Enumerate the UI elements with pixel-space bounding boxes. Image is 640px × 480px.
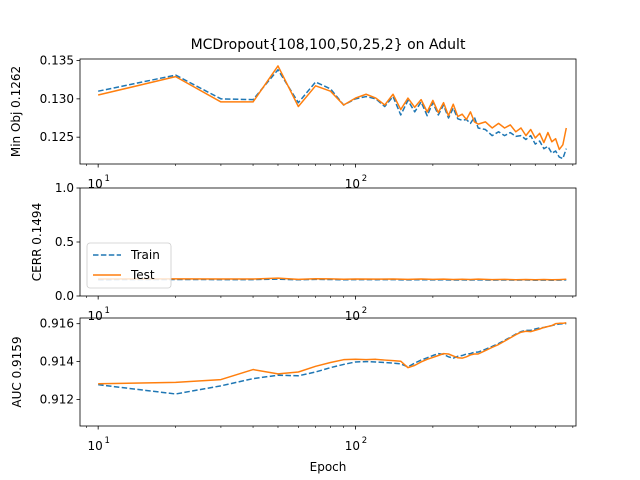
legend-box bbox=[86, 242, 172, 289]
series-line-train bbox=[98, 68, 567, 160]
y-tick-label: 1.0 bbox=[55, 181, 74, 195]
x-tick-label: 10 bbox=[88, 309, 103, 323]
y-tick-label: 0.916 bbox=[40, 317, 74, 331]
y-tick-label: 0.135 bbox=[40, 54, 74, 68]
y-axis-label: CERR 0.1494 bbox=[30, 203, 44, 281]
y-tick-label: 0.0 bbox=[55, 289, 74, 303]
legend: Train Test bbox=[86, 242, 172, 289]
x-tick-label: 10 bbox=[345, 439, 360, 453]
series-line-test bbox=[98, 322, 567, 385]
series-line-train bbox=[98, 322, 567, 395]
x-tick-label: 10 bbox=[88, 177, 103, 191]
x-tick-label: 10 bbox=[345, 177, 360, 191]
axes-frame bbox=[79, 58, 577, 165]
axes-frame bbox=[79, 317, 577, 427]
chart-title: MCDropout{108,100,50,25,2} on Adult bbox=[191, 37, 466, 53]
legend-label-train: Train bbox=[130, 248, 160, 262]
x-tick-exponent: 1 bbox=[104, 306, 109, 316]
x-tick-exponent: 1 bbox=[104, 174, 109, 184]
y-tick-label: 0.125 bbox=[40, 130, 74, 144]
x-axis-label: Epoch bbox=[310, 460, 347, 474]
y-axis-label: AUC 0.9159 bbox=[10, 336, 24, 407]
x-tick-label: 10 bbox=[88, 439, 103, 453]
y-tick-label: 0.130 bbox=[40, 92, 74, 106]
x-tick-exponent: 2 bbox=[362, 174, 367, 184]
y-tick-label: 0.914 bbox=[40, 355, 74, 369]
y-axis-label: Min Obj 0.1262 bbox=[9, 66, 23, 157]
x-tick-exponent: 2 bbox=[362, 306, 367, 316]
x-tick-exponent: 2 bbox=[362, 436, 367, 446]
series-line-test bbox=[98, 277, 567, 281]
y-tick-label: 0.5 bbox=[55, 235, 74, 249]
x-tick-exponent: 1 bbox=[104, 436, 109, 446]
y-tick-label: 0.912 bbox=[40, 392, 74, 406]
legend-label-test: Test bbox=[130, 268, 155, 282]
series-line-test bbox=[97, 65, 568, 151]
x-tick-label: 10 bbox=[345, 309, 360, 323]
